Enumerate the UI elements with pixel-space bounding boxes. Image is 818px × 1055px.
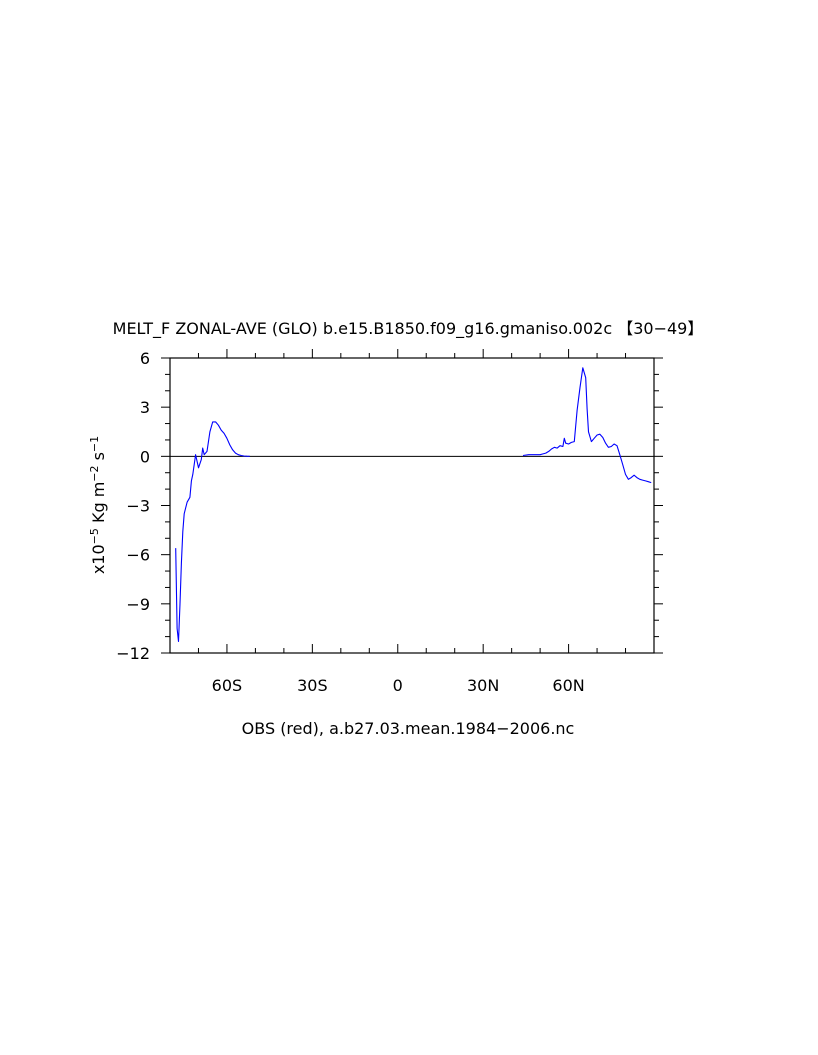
series-line [175,421,250,643]
x-tick-label: 0 [393,676,403,695]
x-tick-label: 60S [212,676,243,695]
y-tick-label: 0 [140,447,150,466]
series-line [522,367,652,484]
y-tick-label: 3 [140,398,150,417]
chart-title: MELT_F ZONAL-AVE (GLO) b.e15.B1850.f09_g… [113,319,704,339]
plot-area [161,349,663,654]
y-axis-title-unit: Kg m [89,482,108,528]
x-tick-label: 30S [297,676,328,695]
y-tick-label: −12 [116,644,150,663]
y-axis-title-unit2: s [89,452,108,465]
plot-frame [169,357,655,654]
axis-ticks [161,349,663,654]
x-axis-title: OBS (red), a.b27.03.mean.1984−2006.nc [242,719,575,738]
y-tick-label: −6 [126,546,150,565]
y-tick-label: 6 [140,349,150,368]
y-axis-title-prefix: x10 [89,544,108,574]
y-axis-title-exponent: −5 [88,528,101,544]
y-tick-label: −3 [126,497,150,516]
y-axis-title: x10−5 Kg m−2 s−1 [88,436,109,574]
x-tick-labels: 60S 30S 0 30N 60N [212,676,585,695]
y-axis-title-unit2-exponent: −1 [88,436,101,452]
x-tick-label: 60N [552,676,584,695]
y-axis-title-unit-exponent: −2 [88,465,101,481]
y-tick-label: −9 [126,595,150,614]
series-group [175,367,652,643]
x-tick-label: 30N [467,676,499,695]
y-tick-labels: 6 3 0 −3 −6 −9 −12 [116,349,150,663]
